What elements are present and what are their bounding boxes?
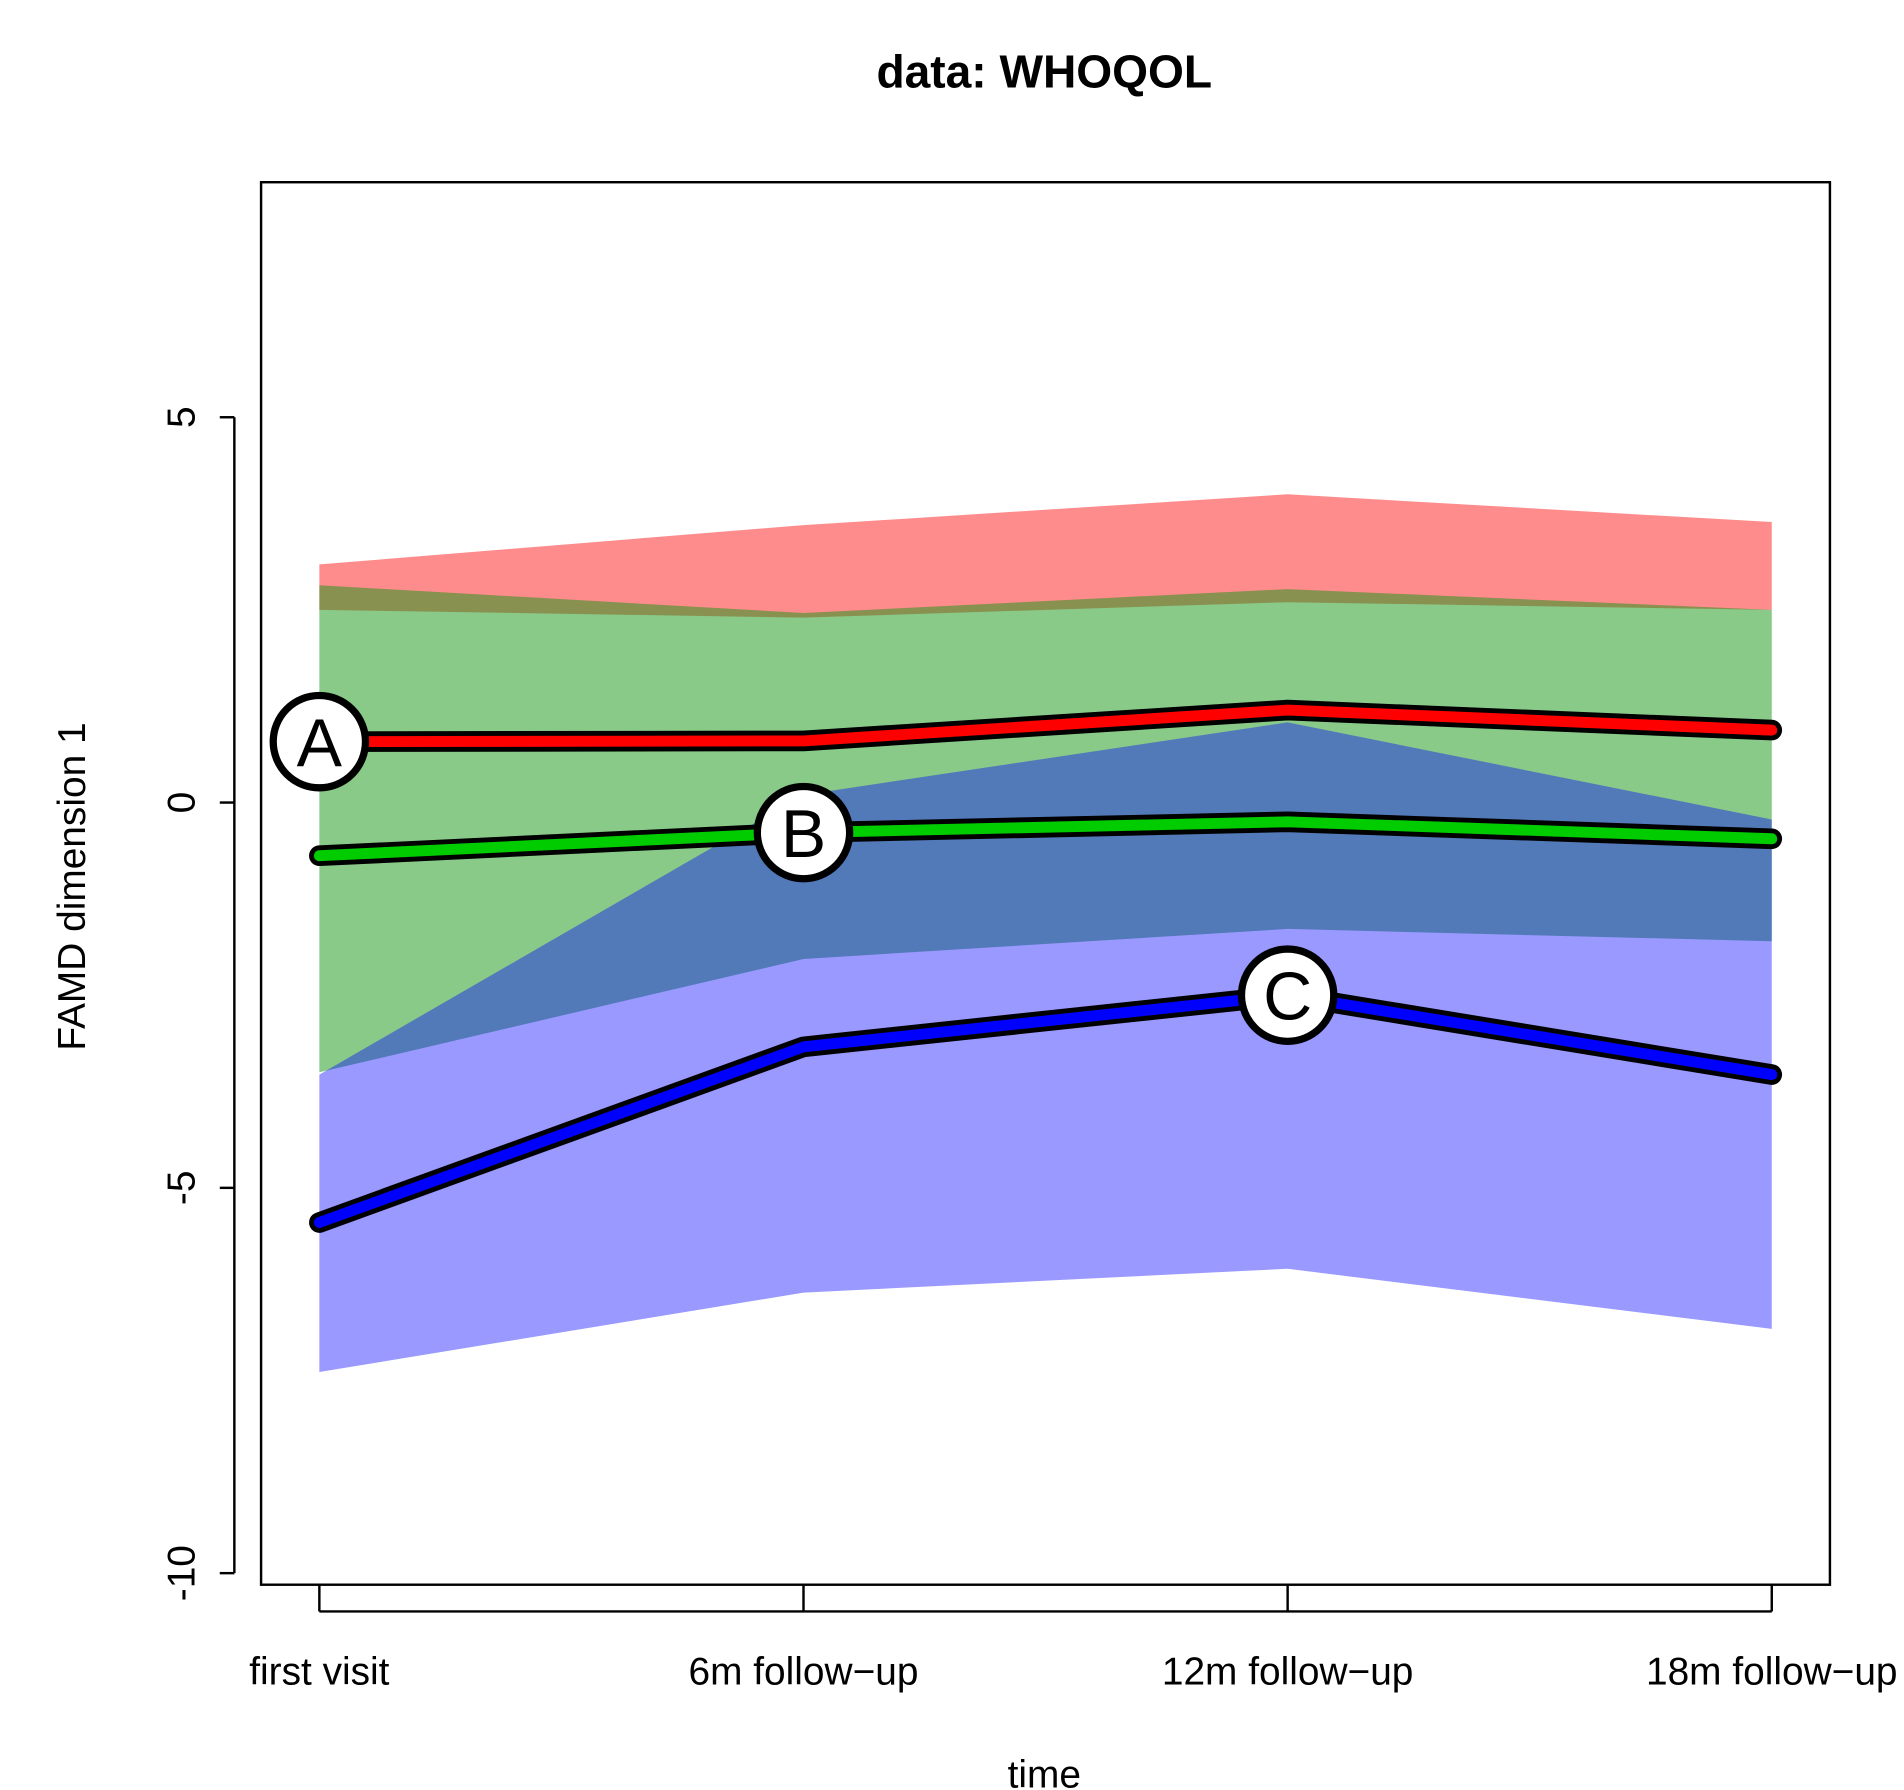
x-tick-label: first visit [249,1650,389,1693]
band [319,494,1772,618]
mean-line [313,704,1778,748]
y-tick-label: 5 [160,406,203,428]
series-marker [753,782,854,883]
y-tick-label: -5 [160,1171,203,1206]
band [319,722,1772,1373]
plot-frame [259,181,1832,1586]
mean-line [313,816,1778,862]
y-axis-label: FAMD dimension 1 [51,722,94,1050]
y-tick-label: -10 [160,1545,203,1601]
chart-title: data: WHOQOL [876,46,1212,98]
x-axis-label: time [1008,1754,1081,1790]
series-label: A [297,705,343,781]
series-label: C [1263,958,1312,1034]
x-tick-label: 18m follow−up [1646,1650,1898,1693]
x-tick-label: 12m follow−up [1162,1650,1414,1693]
x-tick-label: 6m follow−up [689,1650,919,1693]
mean-line [313,989,1778,1228]
series-label: B [781,796,826,872]
series-marker [269,691,370,792]
series-marker [1237,945,1338,1045]
y-tick-label: 0 [160,792,203,814]
